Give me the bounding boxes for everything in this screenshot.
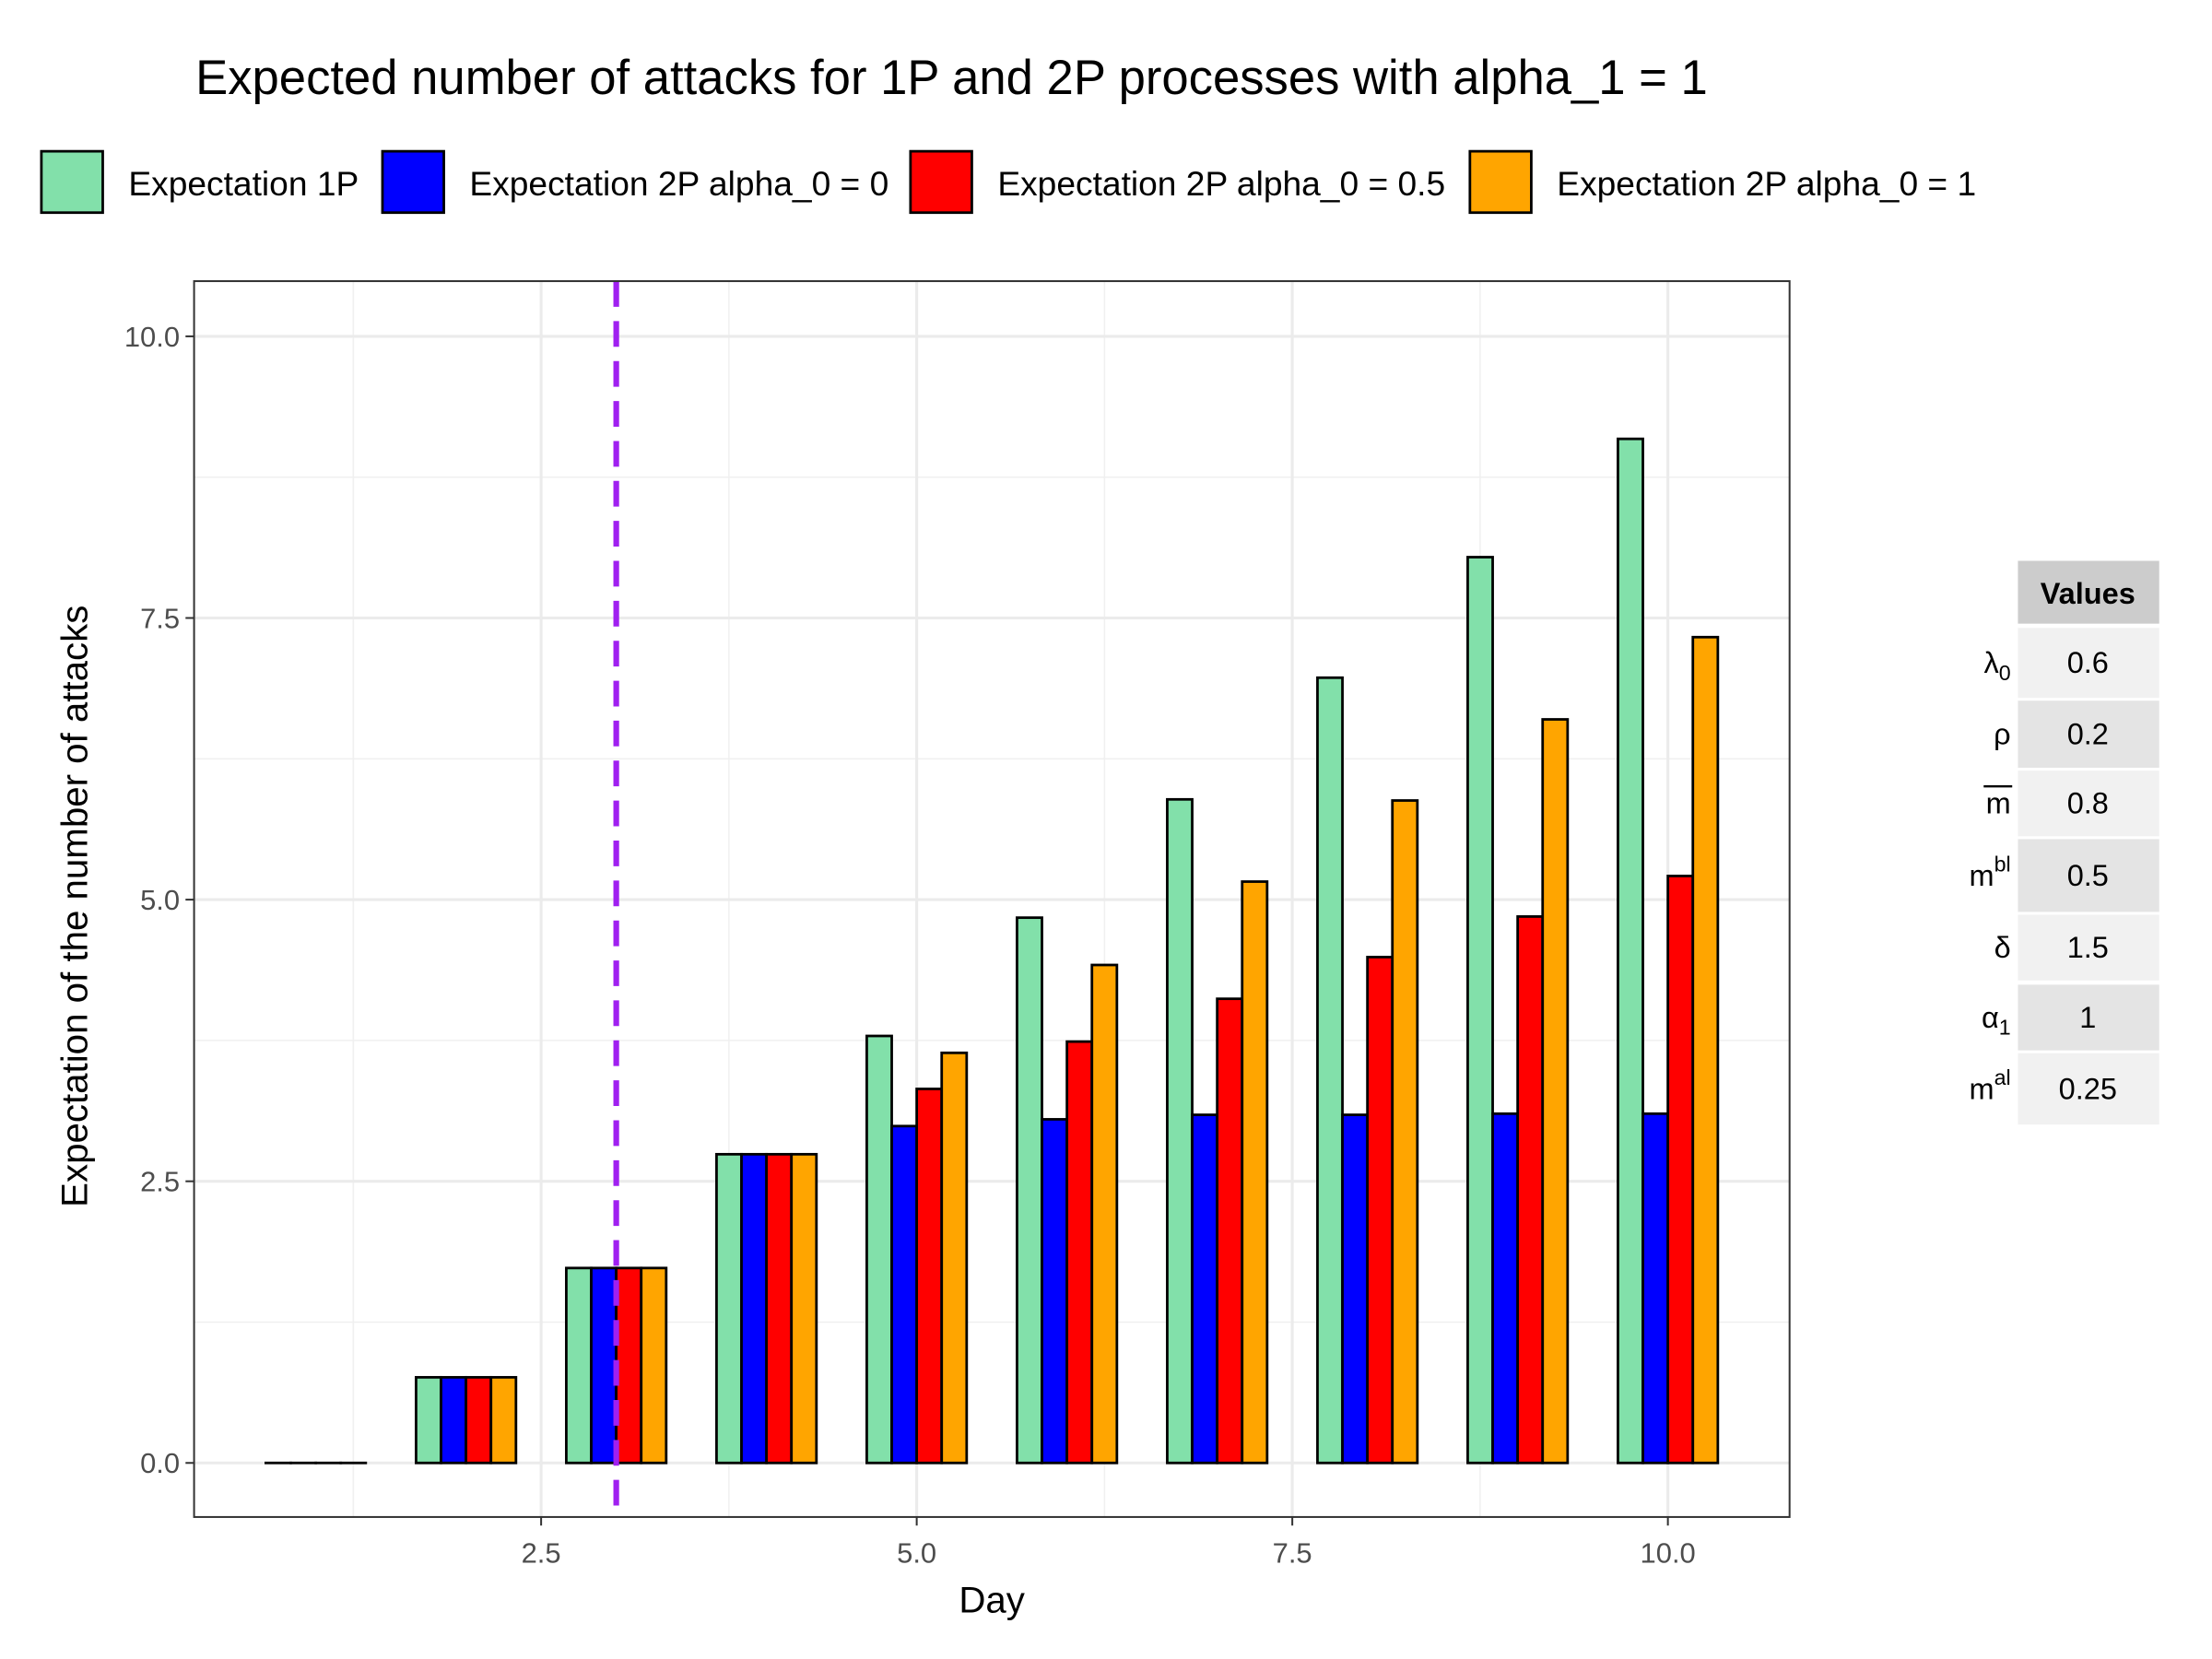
bar-4-day-3 — [640, 1266, 668, 1465]
x-tick-label: 2.5 — [522, 1536, 561, 1569]
bar-1-day-3 — [565, 1266, 593, 1465]
y-tick-label: 10.0 — [124, 321, 180, 353]
table-row-label: mal — [1970, 1065, 2011, 1105]
bar-2-day-8 — [1341, 1113, 1370, 1465]
y-axis-title: Expectation of the number of attacks — [53, 606, 95, 1207]
legend-swatch — [40, 149, 104, 215]
bar-3-day-7 — [1216, 997, 1244, 1465]
bar-4-day-9 — [1541, 718, 1570, 1465]
x-axis-title: Day — [959, 1580, 1025, 1621]
table-value-cell — [2018, 771, 2159, 837]
table-row-label: δ — [1994, 931, 2011, 964]
bar-2-day-3 — [590, 1266, 618, 1465]
bar-4-day-5 — [940, 1051, 969, 1465]
bar-3-day-8 — [1366, 956, 1394, 1465]
axis-ticks: 0.0 2.5 5.0 7.5 10.0 2.5 5.0 7.5 10.0 — [124, 321, 1696, 1570]
table-header-cell — [2018, 560, 2159, 624]
y-tick-label: 5.0 — [140, 884, 180, 916]
table-value: 0.25 — [2059, 1072, 2117, 1105]
x-tick-label: 5.0 — [897, 1536, 936, 1569]
bar-2-day-7 — [1191, 1113, 1219, 1465]
table-row-label: m — [1986, 787, 2011, 820]
bar-4-day-2 — [489, 1375, 518, 1465]
legend-label: Expectation 2P alpha_0 = 0 — [469, 164, 888, 203]
legend-swatch — [909, 149, 973, 215]
table-value: 0.2 — [2067, 717, 2109, 750]
bar-3-day-5 — [915, 1088, 944, 1465]
x-tick-label: 7.5 — [1273, 1536, 1312, 1569]
y-tick-label: 0.0 — [140, 1447, 180, 1479]
bar-4-day-8 — [1391, 799, 1419, 1465]
bar-2-day-4 — [740, 1152, 769, 1465]
bar-1-day-2 — [415, 1375, 442, 1465]
bar-1-day-8 — [1316, 676, 1344, 1465]
y-tick-label: 2.5 — [140, 1166, 180, 1198]
x-tick-label: 10.0 — [1641, 1536, 1696, 1569]
bar-2-day-5 — [890, 1124, 919, 1465]
table-row-label: ρ — [1994, 717, 2011, 750]
bar-1-day-7 — [1166, 797, 1194, 1465]
parameter-table: Values 0.6 λ0 0.2 ρ 0.8 m 0.5 mbl 1.5 δ 1 α1 0.25 mal — [1970, 560, 2159, 1125]
table-value-cell — [2018, 984, 2159, 1051]
chart-title: Expected number of attacks for 1P and 2P… — [195, 51, 1708, 105]
legend-label: Expectation 2P alpha_0 = 0.5 — [997, 164, 1445, 203]
table-value-cell — [2018, 628, 2159, 699]
y-tick-label: 7.5 — [140, 602, 180, 634]
bar-3-day-6 — [1065, 1040, 1094, 1465]
bar-4-day-10 — [1691, 635, 1720, 1465]
legend-swatch — [1468, 149, 1533, 215]
table-value-cell — [2018, 1053, 2159, 1125]
bar-4-day-6 — [1090, 963, 1119, 1465]
table-value: 1.5 — [2067, 931, 2109, 964]
table-row-label: λ0 — [1984, 646, 2011, 685]
table-row-label: mbl — [1970, 852, 2011, 891]
bar-2-day-10 — [1641, 1112, 1670, 1465]
legend-label: Expectation 1P — [128, 164, 359, 203]
table-row-label: α1 — [1982, 1001, 2011, 1040]
bar-3-day-9 — [1516, 915, 1545, 1465]
table-value: 0.6 — [2067, 646, 2109, 679]
bar-3-day-10 — [1666, 875, 1695, 1465]
table-value-cell — [2018, 839, 2159, 912]
table-value: 1 — [2079, 1001, 2096, 1034]
table-header: Values — [2041, 577, 2136, 610]
bar-1-day-5 — [865, 1034, 893, 1465]
bar-1-day-6 — [1016, 916, 1043, 1465]
bar-1-day-9 — [1466, 556, 1494, 1465]
bar-1-day-10 — [1617, 437, 1644, 1465]
bar-4-day-7 — [1241, 880, 1269, 1465]
bars — [265, 437, 1720, 1465]
legend-label: Expectation 2P alpha_0 = 1 — [1557, 164, 1976, 203]
bar-2-day-2 — [440, 1375, 468, 1465]
bar-3-day-2 — [465, 1375, 493, 1465]
table-value: 0.5 — [2067, 859, 2109, 892]
table-value-cell — [2018, 914, 2159, 981]
bar-2-day-9 — [1491, 1112, 1520, 1465]
legend: Expectation 1P Expectation 2P alpha_0 = 0… — [40, 149, 1976, 215]
bar-4-day-4 — [790, 1152, 818, 1465]
table-value-cell — [2018, 700, 2159, 769]
bar-3-day-4 — [765, 1152, 794, 1465]
bar-3-day-3 — [615, 1266, 643, 1465]
bar-1-day-4 — [715, 1152, 743, 1465]
bar-2-day-6 — [1041, 1118, 1069, 1465]
legend-swatch — [381, 149, 445, 215]
table-value: 0.8 — [2067, 787, 2109, 820]
